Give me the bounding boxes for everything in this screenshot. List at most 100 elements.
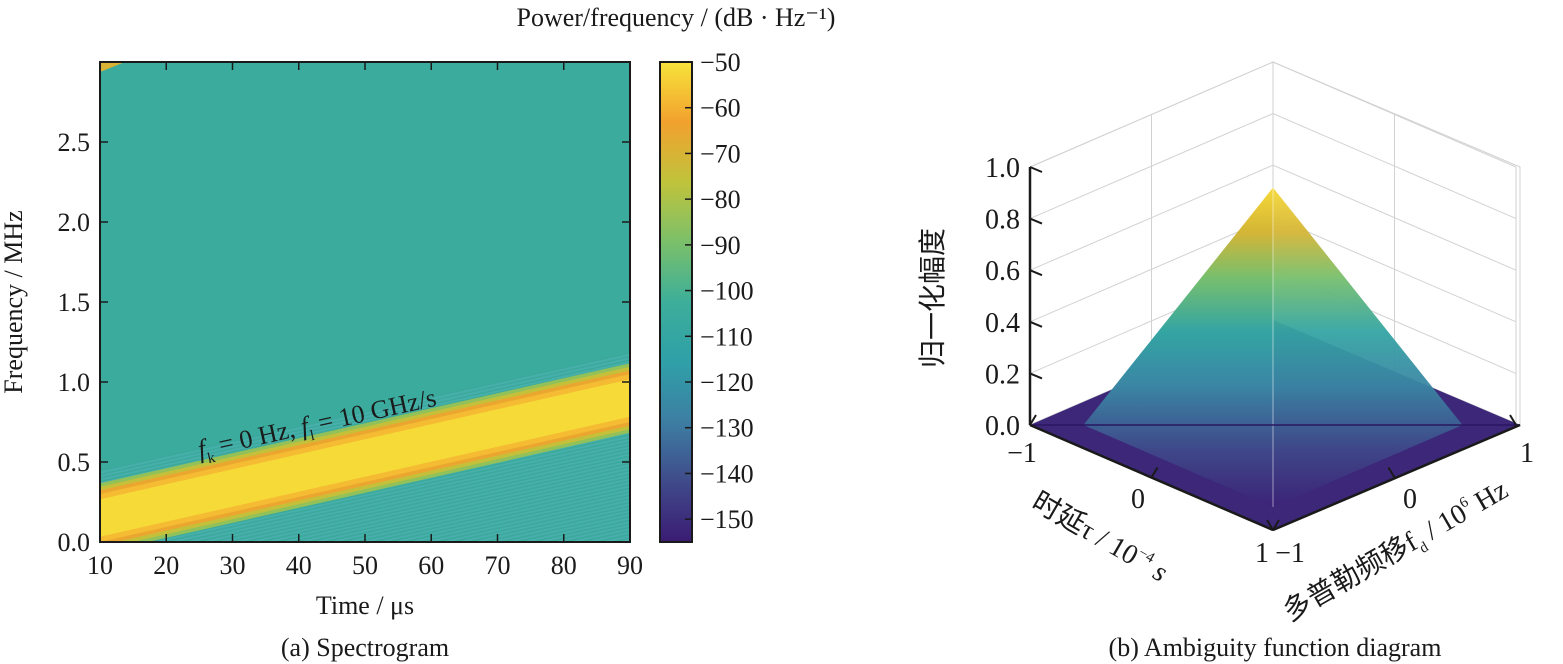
- z-tick-label: 0.0: [985, 411, 1020, 442]
- colorbar-tick-label: −150: [700, 505, 754, 534]
- doppler-tick-label: 1: [1520, 438, 1534, 469]
- ambiguity-z-label: 归一化幅度: [917, 228, 949, 368]
- surface-face-right: [1273, 187, 1463, 507]
- colorbar-tick-label: −140: [700, 459, 754, 488]
- doppler-axis-line: [1272, 423, 1521, 532]
- texture-line: [291, 465, 630, 542]
- y-tick-label: 2.0: [58, 208, 91, 237]
- ambiguity-tau-ticks: −1 0 1: [1007, 414, 1280, 569]
- doppler-label-tail2: Hz: [1463, 474, 1513, 521]
- texture-line: [475, 506, 630, 542]
- spectrogram-x-ticks: 10 20 30 40 50 60 70 80 90: [87, 62, 643, 580]
- z-tick-mark: [1029, 320, 1043, 328]
- colorbar-tick-label: −60: [700, 94, 741, 123]
- texture-line: [100, 352, 630, 472]
- chirp-band: [100, 363, 630, 542]
- colorbar: −50−60−70−80−90−100−110−120−130−140−150 …: [517, 3, 836, 543]
- tau-label-sup: −4: [1135, 545, 1157, 567]
- texture-line: [371, 483, 630, 542]
- y-tick-label: 1.5: [58, 288, 91, 317]
- spectrogram-y-label: Frequency / MHz: [0, 210, 28, 393]
- z-tick-mark: [1029, 217, 1043, 225]
- tau-tick-mark: [1029, 414, 1037, 426]
- colorbar-tick-label: −110: [700, 322, 753, 351]
- texture-line: [355, 480, 630, 542]
- colorbar-tick-label: −90: [700, 231, 741, 260]
- spectrogram-corner-energy: [100, 62, 125, 72]
- annotation-sub-k: k: [206, 450, 217, 467]
- texture-line: [451, 501, 630, 542]
- texture-line: [100, 360, 630, 481]
- texture-line: [211, 448, 630, 542]
- texture-line: [459, 503, 630, 542]
- texture-line: [323, 472, 630, 542]
- x-tick-label: 70: [485, 551, 511, 580]
- texture-line: [163, 437, 630, 542]
- colorbar-tick-label: −80: [700, 185, 741, 214]
- y-tick-label: 0.5: [58, 448, 91, 477]
- annotation-sub-l: l: [309, 428, 317, 445]
- texture-line: [195, 444, 630, 542]
- colorbar-label: Power/frequency / (dB · Hz⁻¹): [517, 3, 836, 32]
- x-tick-label: 10: [87, 551, 113, 580]
- z-tick-label: 0.8: [985, 205, 1020, 236]
- texture-line: [307, 469, 630, 542]
- y-tick-label: 1.0: [58, 368, 91, 397]
- texture-line: [363, 481, 630, 542]
- z-tick-mark: [1029, 372, 1043, 380]
- texture-line: [283, 464, 630, 542]
- colorbar-gradient: [659, 61, 693, 543]
- x-tick-label: 50: [352, 551, 378, 580]
- tau-label-main: 时延τ / 10: [1027, 485, 1144, 571]
- z-tick-mark: [1029, 269, 1043, 277]
- ambiguity-surface: [1029, 187, 1521, 531]
- spectrogram-x-label: Time / μs: [316, 591, 414, 620]
- ambiguity-doppler-ticks: −1 0 1: [1266, 414, 1534, 569]
- doppler-tick-mark: [1509, 414, 1517, 426]
- texture-line: [100, 353, 630, 474]
- y-tick-label: 2.5: [58, 128, 91, 157]
- z-tick-label: 1.0: [985, 153, 1020, 184]
- spectrogram-y-ticks: 0.0 0.5 1.0 1.5 2.0 2.5: [58, 128, 630, 557]
- texture-line: [411, 492, 630, 542]
- colorbar-tick-label: −130: [700, 414, 754, 443]
- chirp-layer-4: [100, 379, 630, 537]
- colorbar-tick-label: −100: [700, 277, 754, 306]
- colorbar-tick-label: −120: [700, 368, 754, 397]
- colorbar-ticks: −50 −60 −70 −80 −90 −100 −110 −120 −130 −140 −150: [685, 48, 754, 534]
- x-tick-label: 80: [551, 551, 577, 580]
- tau-tick-mark: [1272, 519, 1280, 531]
- texture-line: [315, 471, 630, 542]
- texture-line: [443, 499, 630, 542]
- texture-line: [179, 440, 630, 542]
- ambiguity-tau-label: 时延τ / 10−4 s: [1027, 485, 1174, 588]
- ambiguity-panel: 0.0 0.2 0.4 0.6 0.8 1.0 −1 0 1 −1 0 1 归一化幅度 时延τ /…: [917, 61, 1534, 662]
- z-tick-label: 0.2: [985, 359, 1020, 390]
- texture-line: [387, 487, 630, 542]
- texture-line: [419, 494, 630, 542]
- tau-tick-label: 0: [1131, 484, 1145, 515]
- z-tick-label: 0.4: [985, 308, 1020, 339]
- spectrogram-panel: 10 20 30 40 50 60 70 80 90 0.0 0.5 1.0 1.5 2.0 2.5 Ti…: [0, 61, 643, 662]
- tau-tick-mark: [1150, 466, 1159, 479]
- z-tick-mark: [1029, 424, 1043, 431]
- texture-line: [219, 449, 630, 542]
- texture-line: [299, 467, 630, 542]
- x-tick-label: 40: [286, 551, 312, 580]
- colorbar-tick-label: −70: [700, 139, 741, 168]
- texture-line: [100, 357, 630, 478]
- texture-line: [427, 496, 630, 542]
- x-tick-label: 90: [617, 551, 643, 580]
- texture-line: [203, 446, 630, 542]
- texture-line: [379, 485, 630, 542]
- surface-face-left: [1083, 187, 1273, 507]
- texture-line: [347, 478, 630, 542]
- doppler-tick-label: 0: [1403, 484, 1417, 515]
- doppler-tick-mark: [1266, 519, 1274, 531]
- tau-tick-label: −1: [1007, 438, 1037, 469]
- texture-line: [259, 458, 630, 542]
- ambiguity-z-ticks: 0.0 0.2 0.4 0.6 0.8 1.0: [985, 153, 1043, 442]
- texture-line: [155, 435, 630, 542]
- texture-line: [339, 476, 630, 542]
